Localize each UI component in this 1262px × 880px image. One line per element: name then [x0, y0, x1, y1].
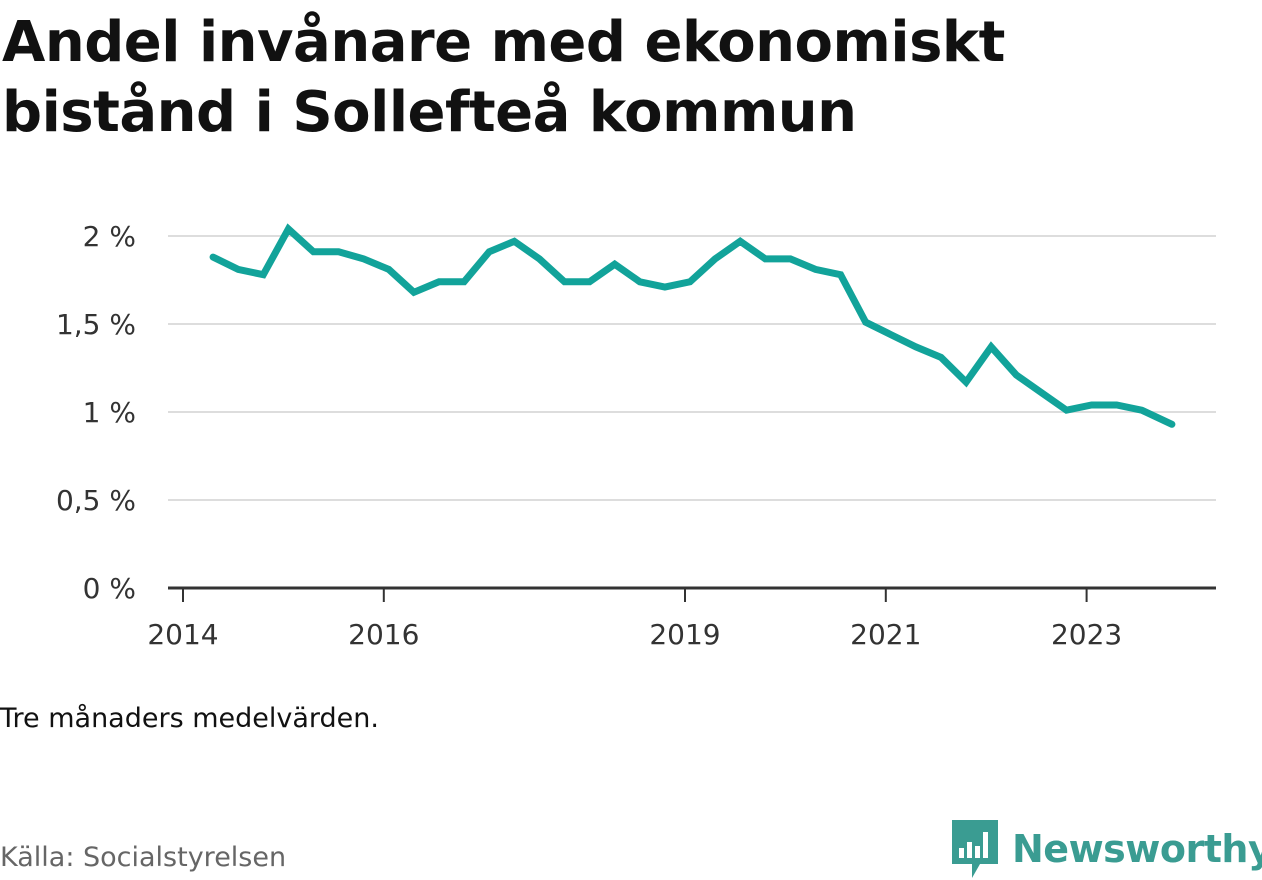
chart-note: Tre månaders medelvärden. — [0, 703, 379, 734]
series — [209, 223, 1176, 428]
newsworthy-logo[interactable]: Newsworthy — [950, 818, 1262, 880]
x-axis — [168, 586, 1216, 602]
y-tick-labels: 0 % 0,5 % 1 % 1,5 % 2 % — [56, 220, 136, 605]
series-line — [209, 223, 1176, 428]
x-tick-label: 2016 — [348, 618, 419, 651]
brand-name: Newsworthy — [1012, 827, 1262, 871]
y-tick-label: 0,5 % — [56, 484, 136, 517]
grid-lines — [168, 235, 1216, 501]
source-label: Källa: Socialstyrelsen — [0, 842, 287, 873]
x-tick-labels: 2014 2016 2019 2021 2023 — [147, 618, 1122, 651]
x-tick-label: 2014 — [147, 618, 218, 651]
x-tick-label: 2021 — [850, 618, 921, 651]
y-tick-label: 0 % — [83, 572, 136, 605]
x-tick-label: 2019 — [649, 618, 720, 651]
x-tick-label: 2023 — [1051, 618, 1122, 651]
chart-title: Andel invånare med ekonomiskt bistånd i … — [2, 10, 1005, 145]
y-tick-label: 1,5 % — [56, 308, 136, 341]
y-tick-label: 1 % — [83, 396, 136, 429]
newsworthy-chart-bubble-icon — [952, 820, 998, 878]
y-tick-label: 2 % — [83, 220, 136, 253]
